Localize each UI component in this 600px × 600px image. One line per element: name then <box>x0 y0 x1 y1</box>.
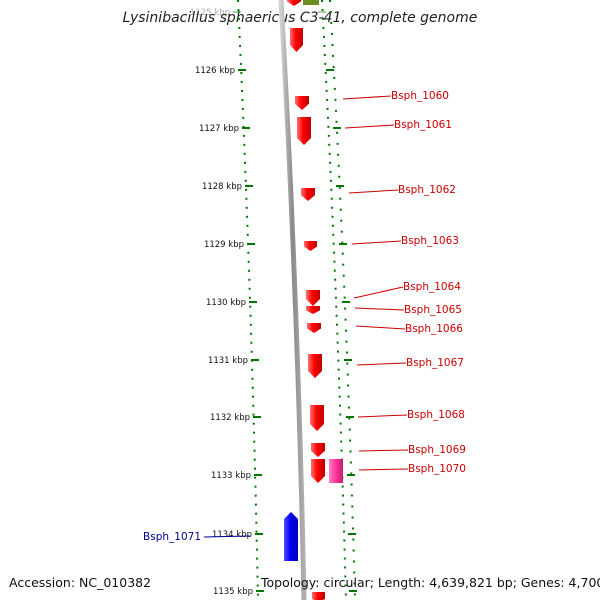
ruler-tick-label: 1131 kbp <box>208 356 248 366</box>
accession-text: Accession: NC_010382 <box>9 575 152 590</box>
gene-arrow-bsph-1068[interactable] <box>310 405 324 431</box>
gene-label-bsph-1067[interactable]: Bsph_1067 <box>406 357 464 369</box>
ruler-tick-label: 1127 kbp <box>199 124 239 134</box>
map-title: Lysinibacillus sphaericus C3-41, complet… <box>122 10 478 26</box>
gene-label-leader <box>348 189 399 194</box>
gene-label-bsph-1069[interactable]: Bsph_1069 <box>408 444 466 456</box>
gene-arrow-bsph-1065[interactable] <box>306 306 320 314</box>
gene-label-leader <box>355 325 406 330</box>
gene-label-bsph-1068[interactable]: Bsph_1068 <box>407 409 465 421</box>
gene-label-leader <box>344 124 395 129</box>
gene-arrow-bsph-1067[interactable] <box>308 354 322 378</box>
gene-arrow-partial-top[interactable] <box>303 0 319 5</box>
gene-arrow-bsph-1062[interactable] <box>301 188 315 201</box>
gene-label-bsph-1063[interactable]: Bsph_1063 <box>401 235 459 247</box>
ruler-tick-label: 1125 kbp <box>190 8 230 18</box>
gene-label-leader <box>342 95 392 100</box>
gene-label-bsph-1071[interactable]: Bsph_1071 <box>143 531 201 543</box>
gene-label-leader <box>351 240 402 245</box>
gene-arrow-bsph-1064[interactable] <box>306 290 320 306</box>
gene-label-bsph-1060[interactable]: Bsph_1060 <box>391 90 449 102</box>
gene-arrow-bsph-1063[interactable] <box>304 241 317 251</box>
ruler-tick-label: 1132 kbp <box>210 413 250 423</box>
ruler-tick-label: 1130 kbp <box>206 298 246 308</box>
gene-label-leader <box>358 449 409 452</box>
gene-label-leader <box>357 414 408 418</box>
gene-label-bsph-1066[interactable]: Bsph_1066 <box>405 323 463 335</box>
ruler-tick-label: 1135 kbp <box>213 587 253 597</box>
gene-arrow-bsph-1061[interactable] <box>297 117 311 145</box>
gene-label-bsph-1070[interactable]: Bsph_1070 <box>408 463 466 475</box>
gene-label-leader <box>353 286 404 299</box>
gene-arrow-bsph-1071[interactable] <box>284 512 298 561</box>
genome-summary-text: Topology: circular; Length: 4,639,821 bp… <box>261 575 600 590</box>
ruler-dotted-outer <box>329 0 356 600</box>
gene-arrow-bsph-1069[interactable] <box>311 443 325 457</box>
ruler-tick-label: 1134 kbp <box>212 530 252 540</box>
ruler-tick-label: 1129 kbp <box>204 240 244 250</box>
gene-label-leader <box>358 468 409 471</box>
genome-backbone <box>278 0 307 600</box>
gene-arrow-bsph-1066[interactable] <box>307 323 321 333</box>
gene-label-leader <box>354 307 405 311</box>
gene-arrow-bsph-1070[interactable] <box>311 459 325 483</box>
gene-arrow-partial-top[interactable] <box>290 28 303 52</box>
gene-label-leader <box>356 362 407 366</box>
gene-arrow-partial-bottom[interactable] <box>312 592 325 600</box>
ruler-tick-label: 1126 kbp <box>195 66 235 76</box>
ruler-tick-label: 1128 kbp <box>202 182 242 192</box>
gene-label-bsph-1064[interactable]: Bsph_1064 <box>403 281 461 293</box>
gene-arrow-partial-top[interactable] <box>287 0 301 6</box>
ruler-tick-label: 1133 kbp <box>211 471 251 481</box>
gene-label-leader <box>203 535 251 538</box>
gene-arrow-highlight[interactable] <box>329 459 343 483</box>
gene-label-bsph-1062[interactable]: Bsph_1062 <box>398 184 456 196</box>
gene-label-bsph-1065[interactable]: Bsph_1065 <box>404 304 462 316</box>
ruler-dotted-inner <box>321 0 347 600</box>
gene-label-bsph-1061[interactable]: Bsph_1061 <box>394 119 452 131</box>
gene-arrow-bsph-1060[interactable] <box>295 96 309 110</box>
